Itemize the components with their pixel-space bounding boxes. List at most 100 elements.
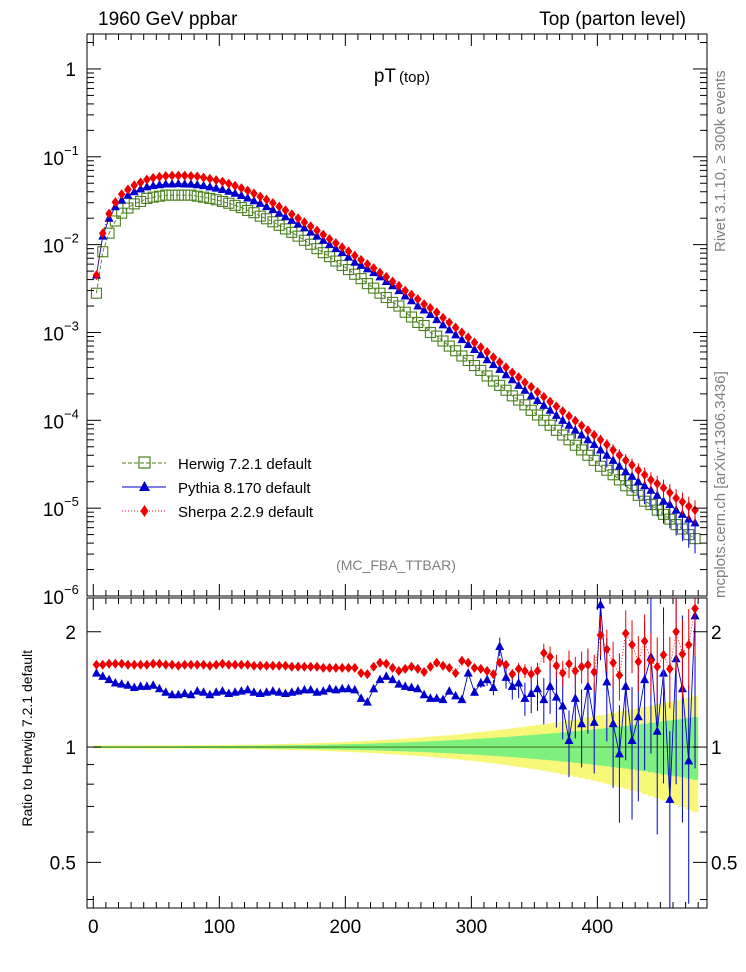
point-ratio-sherpa xyxy=(168,659,176,670)
point-herwig xyxy=(185,189,197,201)
point-pythia xyxy=(199,180,209,190)
point-pythia xyxy=(608,455,618,464)
main-plot-frame xyxy=(86,33,708,597)
point-sherpa xyxy=(666,487,674,498)
point-ratio-sherpa xyxy=(319,662,328,673)
x-tick-label: 300 xyxy=(455,917,487,938)
point-herwig xyxy=(393,300,405,312)
point-sherpa xyxy=(413,294,422,305)
point-pythia xyxy=(621,466,631,476)
point-pythia xyxy=(211,183,221,192)
point-ratio-pythia xyxy=(230,687,240,696)
point-ratio-sherpa xyxy=(489,669,498,680)
point-pythia xyxy=(432,314,442,324)
point-ratio-sherpa xyxy=(540,648,548,659)
point-sherpa xyxy=(212,175,220,186)
analysis-tag: (MC_FBA_TTBAR) xyxy=(336,557,456,573)
point-ratio-pythia xyxy=(262,687,272,696)
point-ratio-sherpa xyxy=(514,663,523,674)
point-sherpa xyxy=(546,396,554,407)
point-herwig xyxy=(506,390,518,402)
point-ratio-sherpa xyxy=(571,665,580,676)
point-pythia xyxy=(507,374,517,384)
y-tick-label: 10 xyxy=(43,500,64,521)
point-ratio-pythia xyxy=(312,687,322,696)
point-ratio-sherpa xyxy=(206,660,214,671)
point-sherpa xyxy=(161,170,170,181)
point-ratio-pythia xyxy=(104,674,114,684)
ratio-y-tick-label: 1 xyxy=(65,738,76,759)
point-herwig xyxy=(311,243,323,255)
point-herwig xyxy=(273,219,285,231)
point-herwig xyxy=(267,216,279,228)
point-sherpa xyxy=(502,362,510,373)
legend-label-herwig: Herwig 7.2.1 default xyxy=(178,456,312,473)
point-herwig xyxy=(387,296,399,308)
point-ratio-sherpa xyxy=(691,603,699,614)
point-ratio-pythia xyxy=(306,684,316,694)
x-tick-label: 200 xyxy=(329,917,361,938)
point-ratio-sherpa xyxy=(477,663,485,674)
point-herwig xyxy=(261,213,273,225)
point-ratio-sherpa xyxy=(464,657,472,668)
point-pythia xyxy=(167,179,177,188)
point-herwig xyxy=(90,287,103,299)
point-herwig xyxy=(317,247,329,259)
point-sherpa xyxy=(432,307,441,318)
point-sherpa xyxy=(395,280,403,291)
point-pythia xyxy=(596,444,606,454)
point-herwig xyxy=(166,189,178,201)
point-pythia xyxy=(533,395,543,405)
point-sherpa xyxy=(483,346,491,357)
point-sherpa xyxy=(540,391,548,402)
point-ratio-pythia xyxy=(123,680,133,689)
point-ratio-sherpa xyxy=(672,626,680,637)
point-ratio-sherpa xyxy=(174,660,183,671)
point-sherpa xyxy=(180,170,189,181)
point-ratio-sherpa xyxy=(136,659,145,670)
point-ratio-sherpa xyxy=(199,659,208,670)
point-ratio-pythia xyxy=(621,681,631,690)
point-sherpa xyxy=(615,450,624,461)
point-ratio-sherpa xyxy=(111,658,120,669)
legend-entry-herwig: Herwig 7.2.1 default xyxy=(122,456,312,473)
point-pythia xyxy=(306,227,316,236)
x-tick-label: 0 xyxy=(88,917,99,938)
point-herwig xyxy=(279,223,292,235)
point-pythia xyxy=(570,425,580,434)
point-ratio-sherpa xyxy=(615,670,624,681)
point-ratio-sherpa xyxy=(105,658,113,669)
point-pythia xyxy=(123,190,133,199)
point-pythia xyxy=(476,349,486,359)
point-ratio-sherpa xyxy=(224,659,233,670)
point-sherpa xyxy=(603,439,611,450)
point-sherpa xyxy=(111,197,120,208)
point-pythia xyxy=(154,179,164,189)
point-sherpa xyxy=(451,322,460,333)
ratio-y-tick-label: 0.5 xyxy=(50,853,76,874)
point-ratio-pythia xyxy=(470,687,479,696)
point-ratio-pythia xyxy=(614,748,624,758)
point-ratio-pythia xyxy=(98,671,108,680)
point-ratio-sherpa xyxy=(407,661,416,672)
point-herwig xyxy=(128,198,140,210)
point-ratio-sherpa xyxy=(388,662,397,673)
y-tick-label: 10 xyxy=(43,324,64,345)
point-sherpa xyxy=(174,170,183,181)
point-ratio-pythia xyxy=(217,686,227,695)
point-pythia xyxy=(249,195,259,205)
point-ratio-pythia xyxy=(224,688,234,697)
point-sherpa xyxy=(558,406,567,417)
series-pythia xyxy=(91,178,700,554)
point-herwig xyxy=(223,197,235,209)
point-pythia xyxy=(142,181,152,191)
point-sherpa xyxy=(98,228,107,239)
point-ratio-pythia xyxy=(539,694,549,704)
ratio-y-tick-label-right: 1 xyxy=(711,738,722,759)
point-pythia xyxy=(205,181,215,191)
point-ratio-pythia xyxy=(331,684,341,694)
point-ratio-sherpa xyxy=(432,657,441,668)
x-tick-label: 400 xyxy=(582,917,614,938)
point-ratio-pythia xyxy=(400,681,410,690)
